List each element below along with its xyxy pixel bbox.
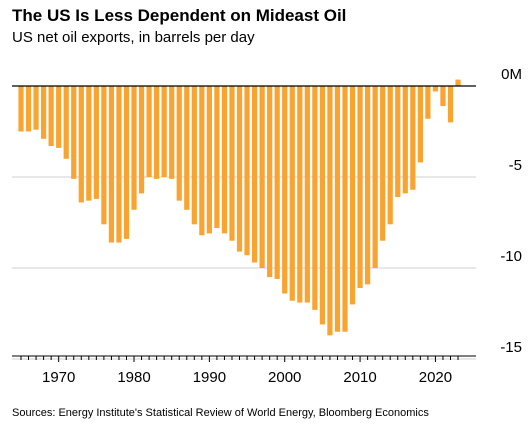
bar-2020	[432, 86, 439, 92]
bar-2011	[365, 86, 371, 285]
bar-1974	[86, 86, 92, 201]
bar-2018	[417, 86, 423, 163]
bar-1968	[41, 86, 47, 139]
x-tick-label: 1990	[193, 369, 226, 386]
bar-2005	[319, 86, 325, 325]
bar-1993	[229, 86, 235, 241]
bar-1978	[116, 86, 122, 243]
bar-1992	[221, 86, 228, 234]
bar-2003	[304, 86, 310, 303]
gridlines	[12, 176, 476, 360]
source-note: Sources: Energy Institute's Statistical …	[12, 407, 429, 419]
x-tick-label: 2010	[343, 369, 376, 386]
x-tick-label: 2000	[268, 369, 301, 386]
bar-1983	[154, 86, 160, 179]
bars	[18, 79, 461, 336]
bar-2019	[425, 86, 431, 119]
bar-2023	[455, 79, 461, 86]
bar-1965	[18, 86, 24, 132]
bar-1975	[93, 86, 99, 199]
bar-1988	[191, 86, 197, 225]
bar-1984	[161, 86, 167, 177]
bar-2016	[402, 86, 408, 194]
x-tick-label: 1970	[42, 369, 75, 386]
bar-2012	[372, 86, 378, 268]
bar-2013	[380, 86, 386, 241]
chart-subtitle: US net oil exports, in barrels per day	[12, 29, 255, 46]
bar-2017	[410, 86, 416, 190]
bar-1973	[78, 86, 84, 203]
x-tick-label: 2020	[419, 369, 452, 386]
bar-2000	[282, 86, 288, 294]
bar-1985	[169, 86, 175, 179]
bar-1994	[236, 86, 243, 252]
bar-2004	[312, 86, 318, 310]
bar-1980	[131, 86, 137, 210]
bar-1998	[267, 86, 273, 278]
bar-2008	[342, 86, 348, 332]
bar-1986	[176, 86, 182, 201]
bar-1966	[25, 86, 32, 132]
bar-2021	[440, 86, 446, 107]
y-tick-label: -5	[509, 157, 522, 174]
bar-1969	[48, 86, 54, 147]
bar-1987	[184, 86, 190, 210]
bar-2014	[387, 86, 393, 225]
bar-1967	[33, 86, 39, 130]
bar-1977	[108, 86, 115, 243]
y-tick-label: 0M	[501, 66, 522, 83]
bar-1990	[206, 86, 212, 234]
bar-2009	[349, 86, 356, 305]
bar-1991	[214, 86, 220, 228]
bar-2022	[447, 86, 454, 123]
bar-1972	[71, 86, 77, 179]
bar-1997	[259, 86, 265, 268]
bar-2002	[297, 86, 303, 303]
bar-1996	[251, 86, 258, 263]
bar-1970	[56, 86, 62, 148]
bar-2010	[357, 86, 363, 289]
y-axis: 0M -5 -10 -15	[500, 66, 522, 356]
bar-1982	[146, 86, 152, 177]
bar-1976	[101, 86, 107, 225]
bar-2006	[327, 86, 333, 336]
chart-title: The US Is Less Dependent on Mideast Oil	[12, 6, 347, 25]
bar-1999	[274, 86, 280, 279]
x-tick-label: 1980	[117, 369, 150, 386]
bar-1981	[138, 86, 145, 194]
bar-2001	[289, 86, 295, 301]
y-tick-label: -10	[500, 248, 522, 265]
bar-1989	[199, 86, 205, 236]
bar-1995	[244, 86, 250, 256]
bar-2015	[395, 86, 401, 198]
bar-1971	[63, 86, 69, 159]
bar-2007	[334, 86, 341, 332]
bar-1979	[123, 86, 130, 239]
y-tick-label: -15	[500, 339, 522, 356]
x-axis: 1970 1980 1990 2000 2010 2020	[12, 355, 476, 386]
